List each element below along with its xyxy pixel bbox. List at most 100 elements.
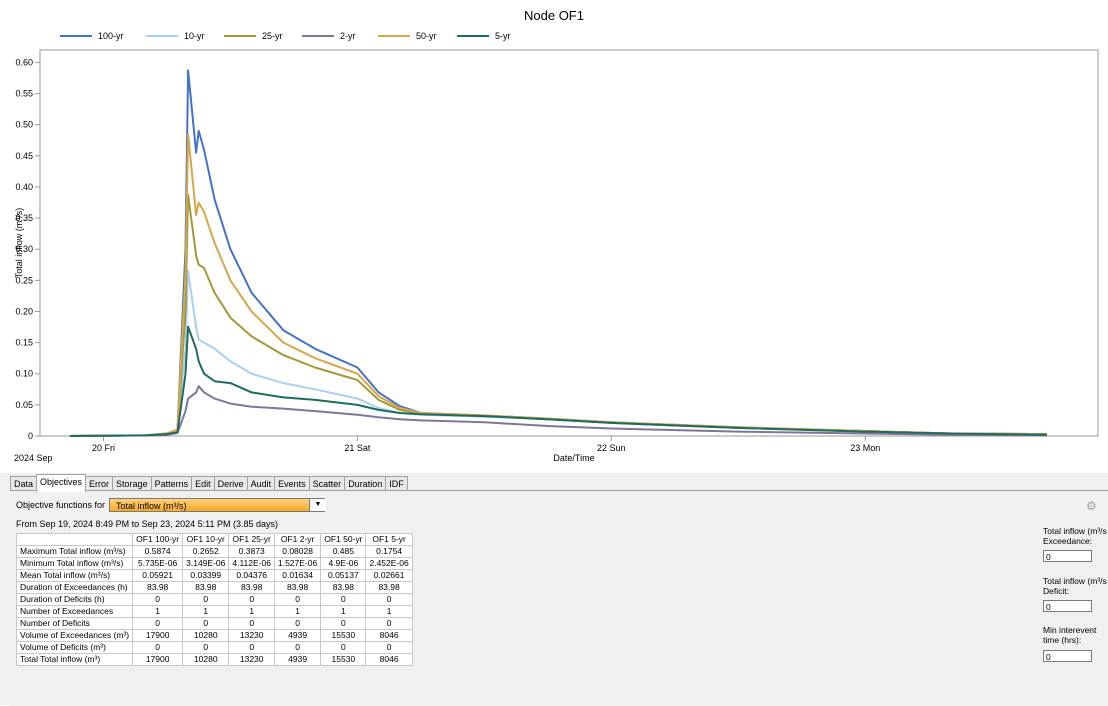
y-tick-label: 0.20 bbox=[15, 306, 33, 316]
x-tick-label: 22 Sun bbox=[597, 443, 626, 453]
column-header: OF1 10-yr bbox=[182, 533, 230, 546]
table-row: Volume of Exceedances (m³) 17900 10280 1323… bbox=[15, 629, 413, 642]
row-label: Number of Deficits bbox=[15, 617, 134, 630]
plot-area bbox=[39, 49, 1099, 437]
row-label: Number of Exceedances bbox=[15, 605, 134, 618]
table-cell: 2.452E-06 bbox=[365, 557, 413, 570]
table-cell: 0 bbox=[228, 641, 275, 654]
table-cell: 10280 bbox=[182, 653, 230, 666]
column-header: OF1 50-yr bbox=[320, 533, 367, 546]
table-cell: 0.5874 bbox=[132, 545, 184, 558]
column-header: OF1 2-yr bbox=[273, 533, 322, 546]
table-cell: 83.98 bbox=[273, 581, 322, 594]
table-cell: 1 bbox=[228, 605, 275, 618]
y-tick-label: 0.60 bbox=[15, 57, 33, 67]
series-line-2-yr bbox=[69, 385, 1048, 437]
row-label: Minimum Total inflow (m³/s) bbox=[15, 557, 134, 570]
row-label: Total Total inflow (m³) bbox=[15, 653, 134, 666]
x-axis-label: Date/Time bbox=[553, 453, 594, 463]
interevent-label-1: Min interevent bbox=[1043, 625, 1097, 635]
y-tick-label: 0.15 bbox=[15, 338, 33, 348]
interevent-input[interactable]: 0 bbox=[1043, 650, 1092, 662]
column-header: OF1 100-yr bbox=[132, 533, 184, 546]
table-row: Mean Total inflow (m³/s) 0.05921 0.03399 0.… bbox=[15, 569, 413, 582]
date-range-text: From Sep 19, 2024 8:49 PM to Sep 23, 202… bbox=[16, 519, 278, 529]
table-cell: 3.149E-06 bbox=[182, 557, 230, 570]
deficit-label-2: Deficit: bbox=[1043, 586, 1069, 596]
y-tick-label: 0.40 bbox=[15, 182, 33, 192]
table-cell: 83.98 bbox=[365, 581, 413, 594]
deficit-input[interactable]: 0 bbox=[1043, 600, 1092, 612]
legend-label: 25-yr bbox=[262, 31, 283, 41]
table-cell: 13230 bbox=[228, 629, 275, 642]
chevron-down-icon[interactable]: ▼ bbox=[309, 499, 326, 511]
row-label: Volume of Exceedances (m³) bbox=[15, 629, 134, 642]
table-cell: 0 bbox=[320, 593, 367, 606]
table-cell: 0 bbox=[273, 617, 322, 630]
column-header: OF1 25-yr bbox=[228, 533, 275, 546]
table-cell: 1 bbox=[132, 605, 184, 618]
y-tick-label: 0.45 bbox=[15, 151, 33, 161]
objective-select[interactable]: Total inflow (m³/s) bbox=[109, 498, 325, 512]
y-tick-label: 0.05 bbox=[15, 400, 33, 410]
table-cell: 0 bbox=[182, 641, 230, 654]
table-cell: 10280 bbox=[182, 629, 230, 642]
x-tick-label: 20 Fri bbox=[92, 443, 115, 453]
table-cell: 83.98 bbox=[320, 581, 367, 594]
table-cell: 0.05137 bbox=[320, 569, 367, 582]
table-cell: 0 bbox=[228, 593, 275, 606]
table-cell: 0 bbox=[320, 617, 367, 630]
row-label: Mean Total inflow (m³/s) bbox=[15, 569, 134, 582]
exceedance-input[interactable]: 0 bbox=[1043, 550, 1092, 562]
table-cell: 0 bbox=[132, 641, 184, 654]
table-cell: 0 bbox=[132, 593, 184, 606]
chart-title: Node OF1 bbox=[524, 8, 584, 23]
y-tick-label: 0.55 bbox=[15, 89, 33, 99]
objectives-table: OF1 100-yr OF1 10-yr OF1 25-yr OF1 2-yr OF1 … bbox=[15, 533, 413, 666]
y-tick-label: 0.25 bbox=[15, 275, 33, 285]
x-tick-label: 21 Sat bbox=[344, 443, 371, 453]
table-cell: 0 bbox=[273, 641, 322, 654]
table-cell: 15530 bbox=[320, 653, 367, 666]
exceedance-label-1: Total inflow (m³/s bbox=[1043, 526, 1107, 536]
series-line-50-yr bbox=[69, 133, 1048, 437]
table-cell: 0 bbox=[365, 617, 413, 630]
deficit-label-1: Total inflow (m³/s bbox=[1043, 576, 1107, 586]
tab-idf[interactable]: IDF bbox=[385, 476, 408, 492]
table-row: Duration of Exceedances (h) 83.98 83.98 83.… bbox=[15, 581, 413, 594]
table-cell: 15530 bbox=[320, 629, 367, 642]
table-cell: 0.2652 bbox=[182, 545, 230, 558]
tab-strip: Data Objectives Error Storage Patterns Edit De… bbox=[10, 474, 408, 492]
table-cell: 1.527E-06 bbox=[273, 557, 322, 570]
table-row: Number of Exceedances 1 1 1 1 1 1 bbox=[15, 605, 413, 618]
table-cell: 1 bbox=[273, 605, 322, 618]
column-header bbox=[15, 533, 134, 546]
exceedance-label-2: Exceedance: bbox=[1043, 536, 1093, 546]
table-cell: 0 bbox=[132, 617, 184, 630]
table-cell: 13230 bbox=[228, 653, 275, 666]
table-cell: 4939 bbox=[273, 653, 322, 666]
table-cell: 83.98 bbox=[182, 581, 230, 594]
table-cell: 0.3873 bbox=[228, 545, 275, 558]
table-cell: 0.05921 bbox=[132, 569, 184, 582]
table-cell: 1 bbox=[320, 605, 367, 618]
series-line-5-yr bbox=[69, 325, 1048, 437]
row-label: Duration of Exceedances (h) bbox=[15, 581, 134, 594]
interevent-label-2: time (hrs): bbox=[1043, 635, 1082, 645]
table-cell: 0 bbox=[320, 641, 367, 654]
table-cell: 0 bbox=[365, 641, 413, 654]
chart: Node OF1 100-yr 10-yr 25-yr 2-yr 50-yr 5-yr 0 0.… bbox=[14, 8, 1099, 463]
table-cell: 8046 bbox=[365, 629, 413, 642]
row-label: Volume of Deficits (m³) bbox=[15, 641, 134, 654]
tab-objectives[interactable]: Objectives bbox=[36, 474, 87, 492]
column-header: OF1 5-yr bbox=[365, 533, 413, 546]
y-axis-label: Total inflow (m³/s) bbox=[14, 208, 24, 279]
table-row: Total Total inflow (m³) 17900 10280 13230 49… bbox=[15, 653, 413, 666]
table-cell: 0.08028 bbox=[273, 545, 322, 558]
table-header-row: OF1 100-yr OF1 10-yr OF1 25-yr OF1 2-yr OF1 … bbox=[15, 533, 413, 546]
table-row: Volume of Deficits (m³) 0 0 0 0 0 0 bbox=[15, 641, 413, 654]
table-cell: 83.98 bbox=[228, 581, 275, 594]
y-tick-label: 0.30 bbox=[15, 244, 33, 254]
table-row: Number of Deficits 0 0 0 0 0 0 bbox=[15, 617, 413, 630]
gear-icon[interactable]: ⚙ bbox=[1086, 499, 1097, 513]
